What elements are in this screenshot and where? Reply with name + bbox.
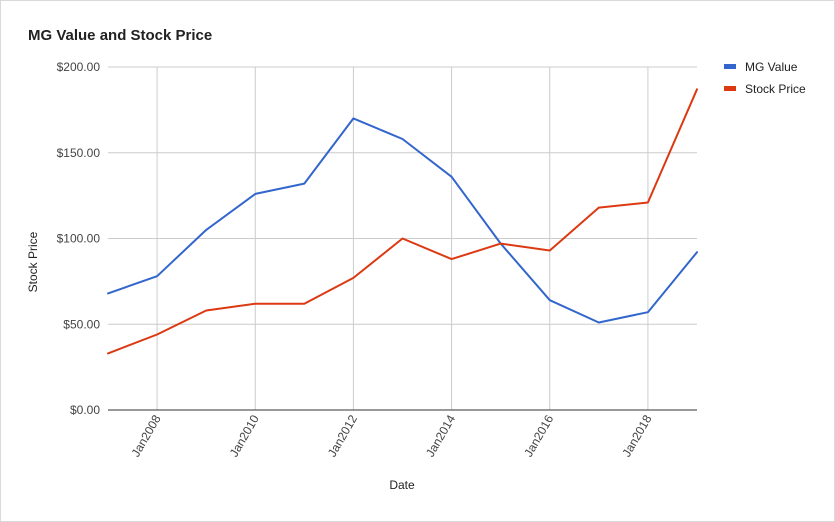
grid-lines [108, 66, 697, 410]
legend: MG Value Stock Price [724, 60, 806, 96]
y-tick-label: $0.00 [70, 403, 100, 417]
chart-title: MG Value and Stock Price [28, 27, 213, 44]
y-tick-label: $100.00 [57, 232, 101, 246]
series-line-stock-price [107, 88, 698, 355]
legend-label-stock-price: Stock Price [745, 82, 806, 96]
legend-swatch-mg-value [724, 64, 736, 69]
x-tick-label: Jan2010 [227, 412, 262, 459]
y-axis-label: Stock Price [26, 231, 40, 292]
x-tick-label: Jan2014 [423, 412, 458, 459]
legend-label-mg-value: MG Value [745, 60, 798, 74]
x-tick-label: Jan2008 [129, 412, 164, 459]
series-line-mg-value [107, 117, 698, 324]
legend-swatch-stock-price [724, 86, 736, 91]
y-tick-label: $150.00 [57, 146, 101, 160]
x-tick-label: Jan2012 [325, 412, 360, 459]
x-axis-label: Date [389, 478, 415, 492]
x-tick-label: Jan2018 [619, 412, 654, 459]
series-lines [107, 88, 698, 355]
y-tick-label: $200.00 [57, 60, 101, 74]
x-tick-label: Jan2016 [521, 412, 556, 459]
y-tick-label: $50.00 [63, 317, 100, 331]
